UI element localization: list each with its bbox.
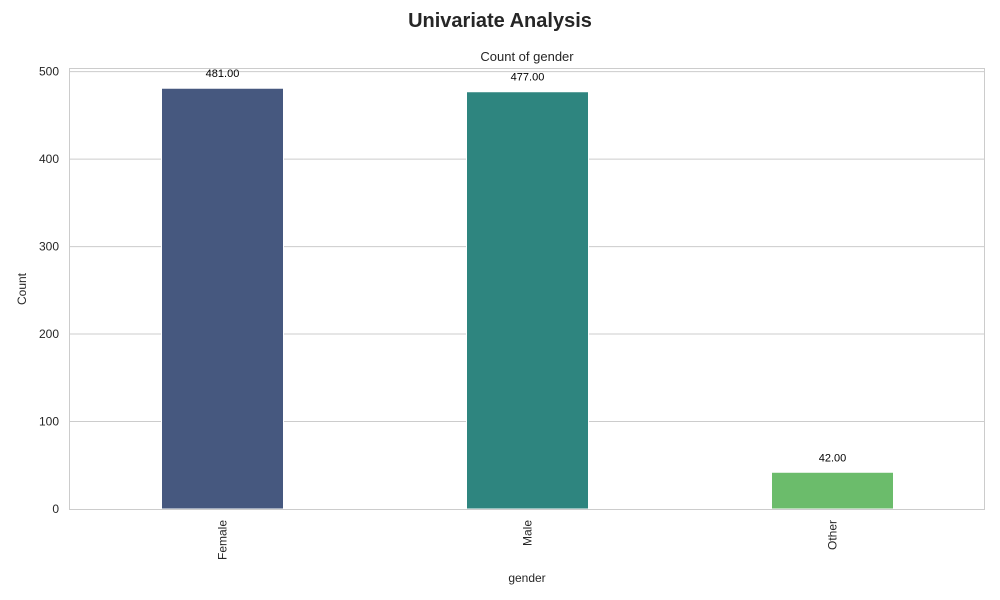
x-tick-label-male: Male [521,520,535,546]
y-tick-labels: 0 100 200 300 400 500 [39,65,59,516]
bar-male [466,91,589,510]
bar-female [161,87,284,510]
bar-other [771,471,894,510]
x-tick-label-other: Other [826,520,840,550]
x-tick-labels: Female Male Other [216,520,840,560]
y-tick-label: 400 [39,152,59,166]
x-tick-label-female: Female [216,520,230,560]
y-axis-label: Count [15,272,29,305]
data-label-male: 477.00 [511,72,545,84]
data-label-female: 481.00 [206,68,240,80]
figure-suptitle: Univariate Analysis [408,10,592,32]
y-tick-label: 100 [39,415,59,429]
y-tick-label: 500 [39,65,59,79]
y-tick-label: 0 [52,502,59,516]
data-labels: 481.00 477.00 42.00 [206,68,847,464]
bars [161,87,894,510]
chart-title: Count of gender [480,49,574,64]
y-tick-label: 300 [39,240,59,254]
x-axis-label: gender [508,571,545,585]
y-tick-label: 200 [39,327,59,341]
plot-frame [69,68,985,510]
data-label-other: 42.00 [819,452,847,464]
